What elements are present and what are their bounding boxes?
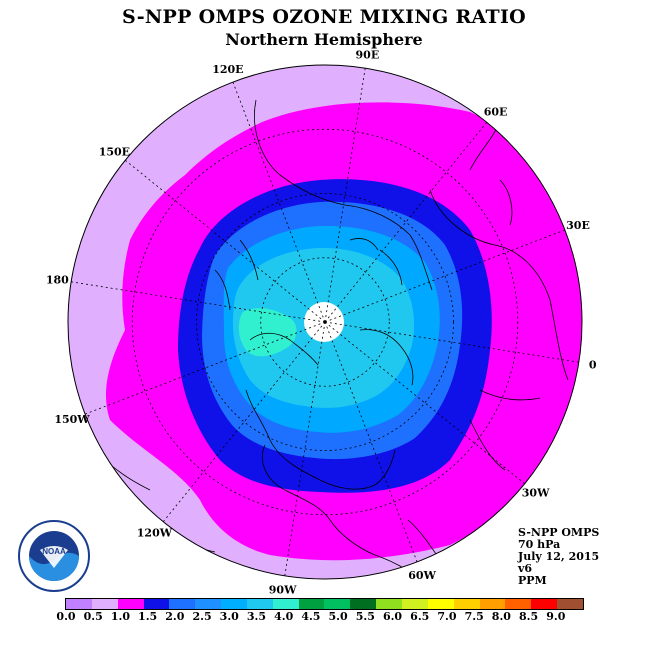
units-label: PPM xyxy=(518,574,547,587)
data-version: v6 xyxy=(518,562,533,575)
colorbar-swatch xyxy=(427,599,454,609)
colorbar-swatch xyxy=(324,599,351,609)
longitude-label: 0 xyxy=(589,358,597,371)
pressure-level: 70 hPa xyxy=(518,538,561,551)
colorbar-tick-label: 9.0 xyxy=(546,610,566,623)
colorbar-tick-label: 7.0 xyxy=(437,610,457,623)
product-name: S-NPP OMPS xyxy=(518,526,600,539)
colorbar-tick-label: 2.0 xyxy=(165,610,185,623)
latitude-circle xyxy=(196,193,454,451)
colorbar-swatch xyxy=(66,599,92,609)
colorbar-swatch xyxy=(401,599,428,609)
longitude-label: 60E xyxy=(484,105,508,118)
svg-text:NOAA: NOAA xyxy=(42,547,66,556)
colorbar-tick-label: 6.0 xyxy=(382,610,403,623)
colorbar-tick-label: 1.0 xyxy=(110,610,130,623)
colorbar-swatch xyxy=(272,599,299,609)
colorbar-tick-label: 2.5 xyxy=(192,610,212,623)
longitude-label: 60W xyxy=(408,569,436,582)
longitude-label: 120E xyxy=(212,63,243,76)
colorbar-tick-label: 1.5 xyxy=(138,610,158,623)
colorbar-swatch xyxy=(350,599,377,609)
longitude-label: 150W xyxy=(54,413,90,426)
colorbar-tick-label: 3.5 xyxy=(246,610,267,623)
colorbar-swatch xyxy=(143,599,170,609)
colorbar-tick-label: 5.5 xyxy=(355,610,375,623)
colorbar-swatch xyxy=(479,599,506,609)
colorbar-swatch xyxy=(531,599,558,609)
longitude-label: 90W xyxy=(269,584,297,597)
noaa-logo: NOAA xyxy=(18,520,90,592)
graticule xyxy=(71,68,579,576)
colorbar-swatch xyxy=(169,599,196,609)
colorbar-swatch xyxy=(557,599,583,609)
colorbar-tick-label: 3.0 xyxy=(219,610,239,623)
latitude-circle xyxy=(131,128,519,516)
colorbar-tick-label: 4.0 xyxy=(274,610,294,623)
product-info: S-NPP OMPS 70 hPa July 12, 2015 v6 PPM xyxy=(518,527,599,587)
longitude-label: 180 xyxy=(46,274,69,287)
colorbar-swatch xyxy=(91,599,118,609)
longitude-label: 90E xyxy=(356,48,380,61)
longitude-label: 120W xyxy=(137,527,173,540)
colorbar-tick-label: 6.5 xyxy=(410,610,430,623)
ozone-field xyxy=(68,65,582,579)
colorbar-tick-label: 4.5 xyxy=(301,610,321,623)
coastlines xyxy=(99,99,569,579)
colorbar-tick-label: 7.5 xyxy=(464,610,484,623)
longitude-label: 150E xyxy=(99,145,130,158)
map-boundary xyxy=(67,64,583,580)
color-scale-ticks: 0.0 0.5 1.0 1.5 2.0 2.5 3.0 3.5 4.0 4.5 5.0 5.5 6.0 6… xyxy=(0,610,648,624)
colorbar-tick-label: 0.0 xyxy=(56,610,76,623)
colorbar-swatch xyxy=(453,599,480,609)
colorbar-tick-label: 0.5 xyxy=(83,610,103,623)
longitude-labels: 120E 90E 60E 30E 0 30W 60W 90W 120W 150W 180 150E xyxy=(46,48,597,596)
colorbar-swatch xyxy=(376,599,402,609)
colorbar-swatch xyxy=(505,599,532,609)
map-subtitle: Northern Hemisphere xyxy=(225,30,423,49)
longitude-label: 30E xyxy=(566,219,590,232)
colorbar-tick-label: 8.0 xyxy=(491,610,511,623)
colorbar-tick-label: 8.5 xyxy=(519,610,539,623)
latitude-circle xyxy=(260,257,390,387)
colorbar-swatch xyxy=(221,599,247,609)
colorbar-swatch xyxy=(117,599,144,609)
colorbar-swatch xyxy=(298,599,325,609)
longitude-label: 30W xyxy=(522,487,550,500)
map-title: S-NPP OMPS OZONE MIXING RATIO xyxy=(121,6,527,28)
colorbar-swatch xyxy=(195,599,222,609)
colorbar-tick-label: 5.0 xyxy=(328,610,348,623)
colorbar-swatch xyxy=(246,599,273,609)
ozone-band-3.5-4.0 xyxy=(238,308,297,357)
color-scale-bar xyxy=(65,598,584,610)
observation-date: July 12, 2015 xyxy=(518,550,600,563)
